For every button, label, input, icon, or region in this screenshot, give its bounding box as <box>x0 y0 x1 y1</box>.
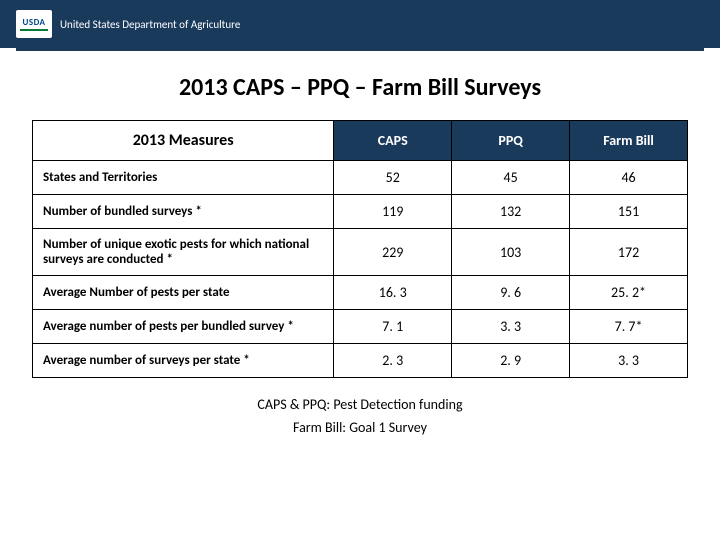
row-label: Average number of pests per bundled surv… <box>33 310 334 344</box>
footnotes: CAPS & PPQ: Pest Detection funding Farm … <box>0 396 720 436</box>
row-value: 9. 6 <box>452 276 570 310</box>
row-value: 172 <box>570 229 688 276</box>
footnote-line-2: Farm Bill: Goal 1 Survey <box>0 419 720 436</box>
row-label: Number of bundled surveys * <box>33 195 334 229</box>
row-value: 52 <box>334 161 452 195</box>
table-body: States and Territories 52 45 46 Number o… <box>33 161 688 378</box>
row-label: States and Territories <box>33 161 334 195</box>
row-value: 3. 3 <box>452 310 570 344</box>
dept-name: United States Department of Agriculture <box>60 18 240 31</box>
header-underline <box>16 48 704 51</box>
row-value: 2. 3 <box>334 344 452 378</box>
col-header-ppq: PPQ <box>452 121 570 161</box>
usda-logo: USDA United States Department of Agricul… <box>16 10 240 38</box>
row-value: 7. 7* <box>570 310 688 344</box>
table-container: 2013 Measures CAPS PPQ Farm Bill States … <box>0 120 720 378</box>
row-label: Average Number of pests per state <box>33 276 334 310</box>
row-value: 16. 3 <box>334 276 452 310</box>
row-label: Average number of surveys per state * <box>33 344 334 378</box>
row-value: 46 <box>570 161 688 195</box>
col-header-farmbill: Farm Bill <box>570 121 688 161</box>
col-header-caps: CAPS <box>334 121 452 161</box>
table-row: Number of bundled surveys * 119 132 151 <box>33 195 688 229</box>
table-header-row: 2013 Measures CAPS PPQ Farm Bill <box>33 121 688 161</box>
usda-shield-icon: USDA <box>16 10 52 38</box>
row-value: 229 <box>334 229 452 276</box>
row-value: 2. 9 <box>452 344 570 378</box>
usda-shield-text: USDA <box>22 17 45 28</box>
table-row: Average number of pests per bundled surv… <box>33 310 688 344</box>
usda-header-bar: USDA United States Department of Agricul… <box>0 0 720 48</box>
table-row: Average number of surveys per state * 2.… <box>33 344 688 378</box>
row-value: 3. 3 <box>570 344 688 378</box>
row-value: 45 <box>452 161 570 195</box>
table-row: States and Territories 52 45 46 <box>33 161 688 195</box>
survey-table: 2013 Measures CAPS PPQ Farm Bill States … <box>32 120 688 378</box>
row-label: Number of unique exotic pests for which … <box>33 229 334 276</box>
footnote-line-1: CAPS & PPQ: Pest Detection funding <box>0 396 720 413</box>
row-value: 7. 1 <box>334 310 452 344</box>
table-row: Number of unique exotic pests for which … <box>33 229 688 276</box>
table-row: Average Number of pests per state 16. 3 … <box>33 276 688 310</box>
row-value: 103 <box>452 229 570 276</box>
row-value: 25. 2* <box>570 276 688 310</box>
page-title: 2013 CAPS – PPQ – Farm Bill Surveys <box>0 73 720 102</box>
row-value: 151 <box>570 195 688 229</box>
row-value: 119 <box>334 195 452 229</box>
usda-shield-line <box>20 29 48 31</box>
row-value: 132 <box>452 195 570 229</box>
measures-header: 2013 Measures <box>33 121 334 161</box>
